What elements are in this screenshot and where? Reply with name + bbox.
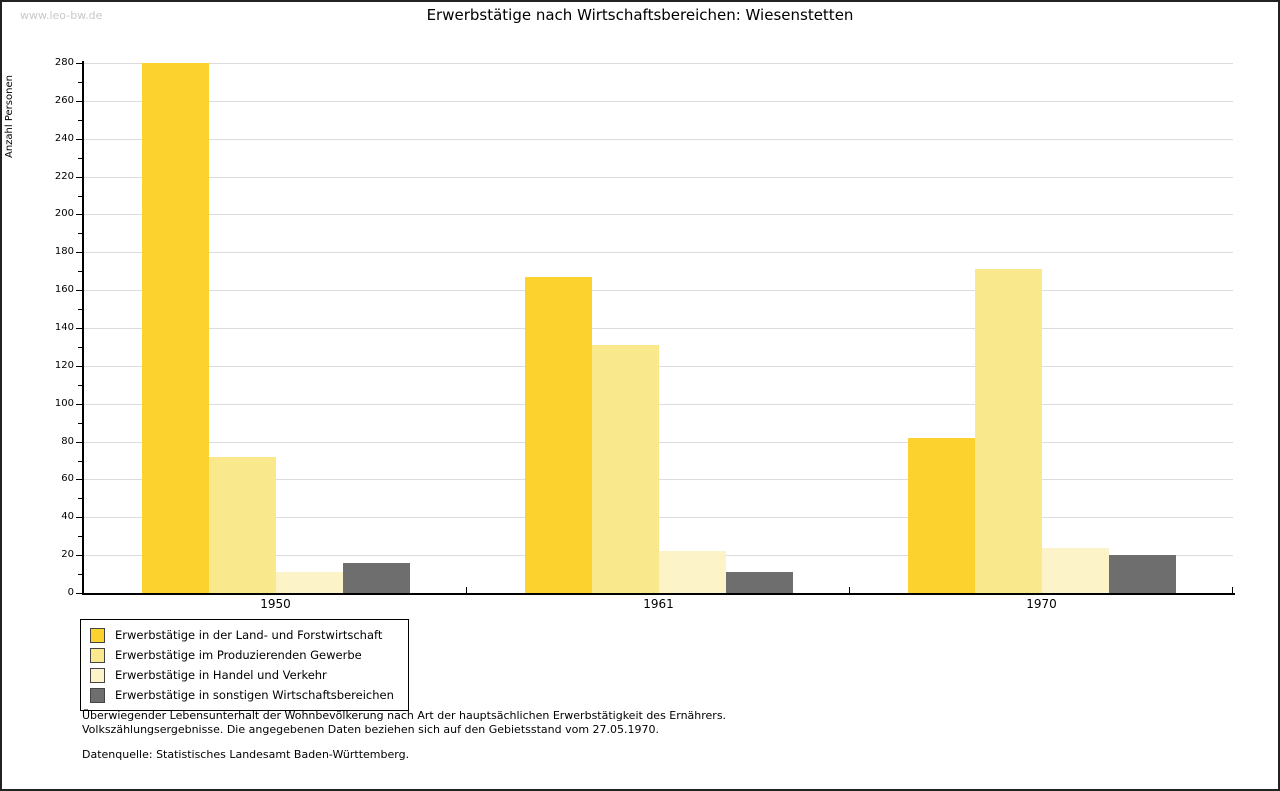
legend-label: Erwerbstätige in sonstigen Wirtschaftsbe… bbox=[115, 688, 394, 702]
bar-1970-series-2 bbox=[1041, 547, 1109, 593]
legend-item: Erwerbstätige im Produzierenden Gewerbe bbox=[90, 645, 394, 665]
y-tick-label: 140 bbox=[54, 322, 74, 333]
x-axis-line bbox=[82, 593, 1235, 595]
y-minor-tick bbox=[78, 346, 82, 348]
watermark: www.leo-bw.de bbox=[20, 9, 103, 22]
y-major-tick bbox=[76, 328, 82, 329]
y-major-tick bbox=[76, 441, 82, 443]
y-minor-tick bbox=[78, 536, 82, 538]
y-major-tick bbox=[76, 555, 82, 557]
footnote-text: Überwiegender Lebensunterhalt der Wohnbe… bbox=[82, 709, 726, 736]
legend-label: Erwerbstätige im Produzierenden Gewerbe bbox=[115, 648, 362, 662]
y-major-tick bbox=[76, 517, 82, 519]
legend-swatch bbox=[90, 687, 105, 703]
legend-swatch bbox=[90, 647, 105, 663]
x-category-label: 1970 bbox=[1026, 597, 1057, 611]
bar-1970-series-0 bbox=[907, 437, 975, 593]
y-major-tick bbox=[76, 403, 82, 405]
y-tick-label: 20 bbox=[61, 549, 74, 561]
legend-swatch bbox=[90, 667, 105, 683]
gridline bbox=[84, 290, 1233, 292]
legend-item: Erwerbstätige in der Land- und Forstwirt… bbox=[90, 625, 394, 645]
y-tick-label: 220 bbox=[54, 170, 74, 182]
y-minor-tick bbox=[78, 157, 82, 159]
y-tick-label: 200 bbox=[54, 208, 74, 220]
legend-swatch bbox=[90, 627, 105, 643]
bar-1970-series-3 bbox=[1108, 555, 1176, 593]
legend-label: Erwerbstätige in Handel und Verkehr bbox=[115, 668, 327, 682]
y-tick-label: 280 bbox=[54, 57, 74, 68]
y-major-tick bbox=[76, 214, 82, 216]
chart-title: Erwerbstätige nach Wirtschaftsbereichen:… bbox=[426, 6, 854, 24]
gridline bbox=[84, 252, 1233, 254]
y-minor-tick bbox=[78, 422, 82, 424]
y-major-tick bbox=[76, 479, 82, 481]
x-tick bbox=[466, 587, 467, 593]
bar-1970-series-1 bbox=[974, 269, 1042, 593]
y-minor-tick bbox=[78, 498, 82, 500]
y-tick-label: 0 bbox=[67, 587, 74, 598]
y-tick-label: 60 bbox=[61, 473, 74, 485]
bar-1961-series-0 bbox=[524, 276, 592, 593]
footnote-line-2: Volkszählungsergebnisse. Die angegebenen… bbox=[82, 722, 660, 736]
x-category-label: 1961 bbox=[643, 597, 674, 611]
y-tick-label: 160 bbox=[54, 284, 74, 296]
y-tick-label: 100 bbox=[54, 397, 74, 409]
gridline bbox=[84, 176, 1233, 178]
x-category-label: 1950 bbox=[260, 597, 291, 611]
y-tick-label: 240 bbox=[54, 132, 74, 144]
gridline bbox=[84, 365, 1233, 367]
gridline bbox=[84, 517, 1233, 519]
y-axis-title: Anzahl Personen bbox=[4, 75, 15, 159]
legend-box: Erwerbstätige in der Land- und Forstwirt… bbox=[80, 619, 409, 711]
y-tick-label: 180 bbox=[54, 246, 74, 258]
y-minor-tick bbox=[78, 119, 82, 121]
plot-area bbox=[84, 63, 1233, 593]
gridline bbox=[84, 403, 1233, 405]
gridline bbox=[84, 214, 1233, 216]
y-major-tick bbox=[76, 290, 82, 292]
y-minor-tick bbox=[78, 574, 82, 576]
y-tick-label: 260 bbox=[54, 94, 74, 106]
y-minor-tick bbox=[78, 271, 82, 273]
y-major-tick bbox=[76, 593, 82, 594]
gridline bbox=[84, 138, 1233, 140]
y-major-tick bbox=[76, 100, 82, 102]
gridline bbox=[84, 100, 1233, 102]
y-major-tick bbox=[76, 176, 82, 178]
y-minor-tick bbox=[78, 384, 82, 386]
bar-1961-series-2 bbox=[658, 551, 726, 593]
gridline bbox=[84, 63, 1233, 64]
gridline bbox=[84, 479, 1233, 481]
y-tick-label: 120 bbox=[54, 359, 74, 371]
bar-1950-series-2 bbox=[275, 572, 343, 593]
y-minor-tick bbox=[78, 233, 82, 235]
bar-1961-series-1 bbox=[591, 345, 659, 593]
y-minor-tick bbox=[78, 309, 82, 311]
gridline bbox=[84, 328, 1233, 329]
y-major-tick bbox=[76, 252, 82, 254]
footnote-line-1: Überwiegender Lebensunterhalt der Wohnbe… bbox=[82, 709, 727, 722]
y-minor-tick bbox=[78, 81, 82, 83]
gridline bbox=[84, 441, 1233, 443]
y-major-tick bbox=[76, 365, 82, 367]
bar-1961-series-3 bbox=[725, 572, 793, 593]
data-source-text: Datenquelle: Statistisches Landesamt Bad… bbox=[82, 748, 410, 761]
y-axis-line bbox=[82, 61, 84, 595]
legend-label: Erwerbstätige in der Land- und Forstwirt… bbox=[115, 628, 383, 642]
y-minor-tick bbox=[78, 195, 82, 197]
y-major-tick bbox=[76, 63, 82, 64]
y-major-tick bbox=[76, 138, 82, 140]
bar-1950-series-3 bbox=[342, 562, 410, 593]
legend-item: Erwerbstätige in sonstigen Wirtschaftsbe… bbox=[90, 685, 394, 705]
y-tick-label: 80 bbox=[61, 435, 74, 447]
x-tick bbox=[849, 587, 850, 593]
y-tick-label: 40 bbox=[61, 511, 74, 523]
bar-1950-series-0 bbox=[141, 63, 209, 593]
bar-1950-series-1 bbox=[208, 456, 276, 593]
y-minor-tick bbox=[78, 460, 82, 462]
legend-item: Erwerbstätige in Handel und Verkehr bbox=[90, 665, 394, 685]
x-tick bbox=[1232, 587, 1233, 593]
